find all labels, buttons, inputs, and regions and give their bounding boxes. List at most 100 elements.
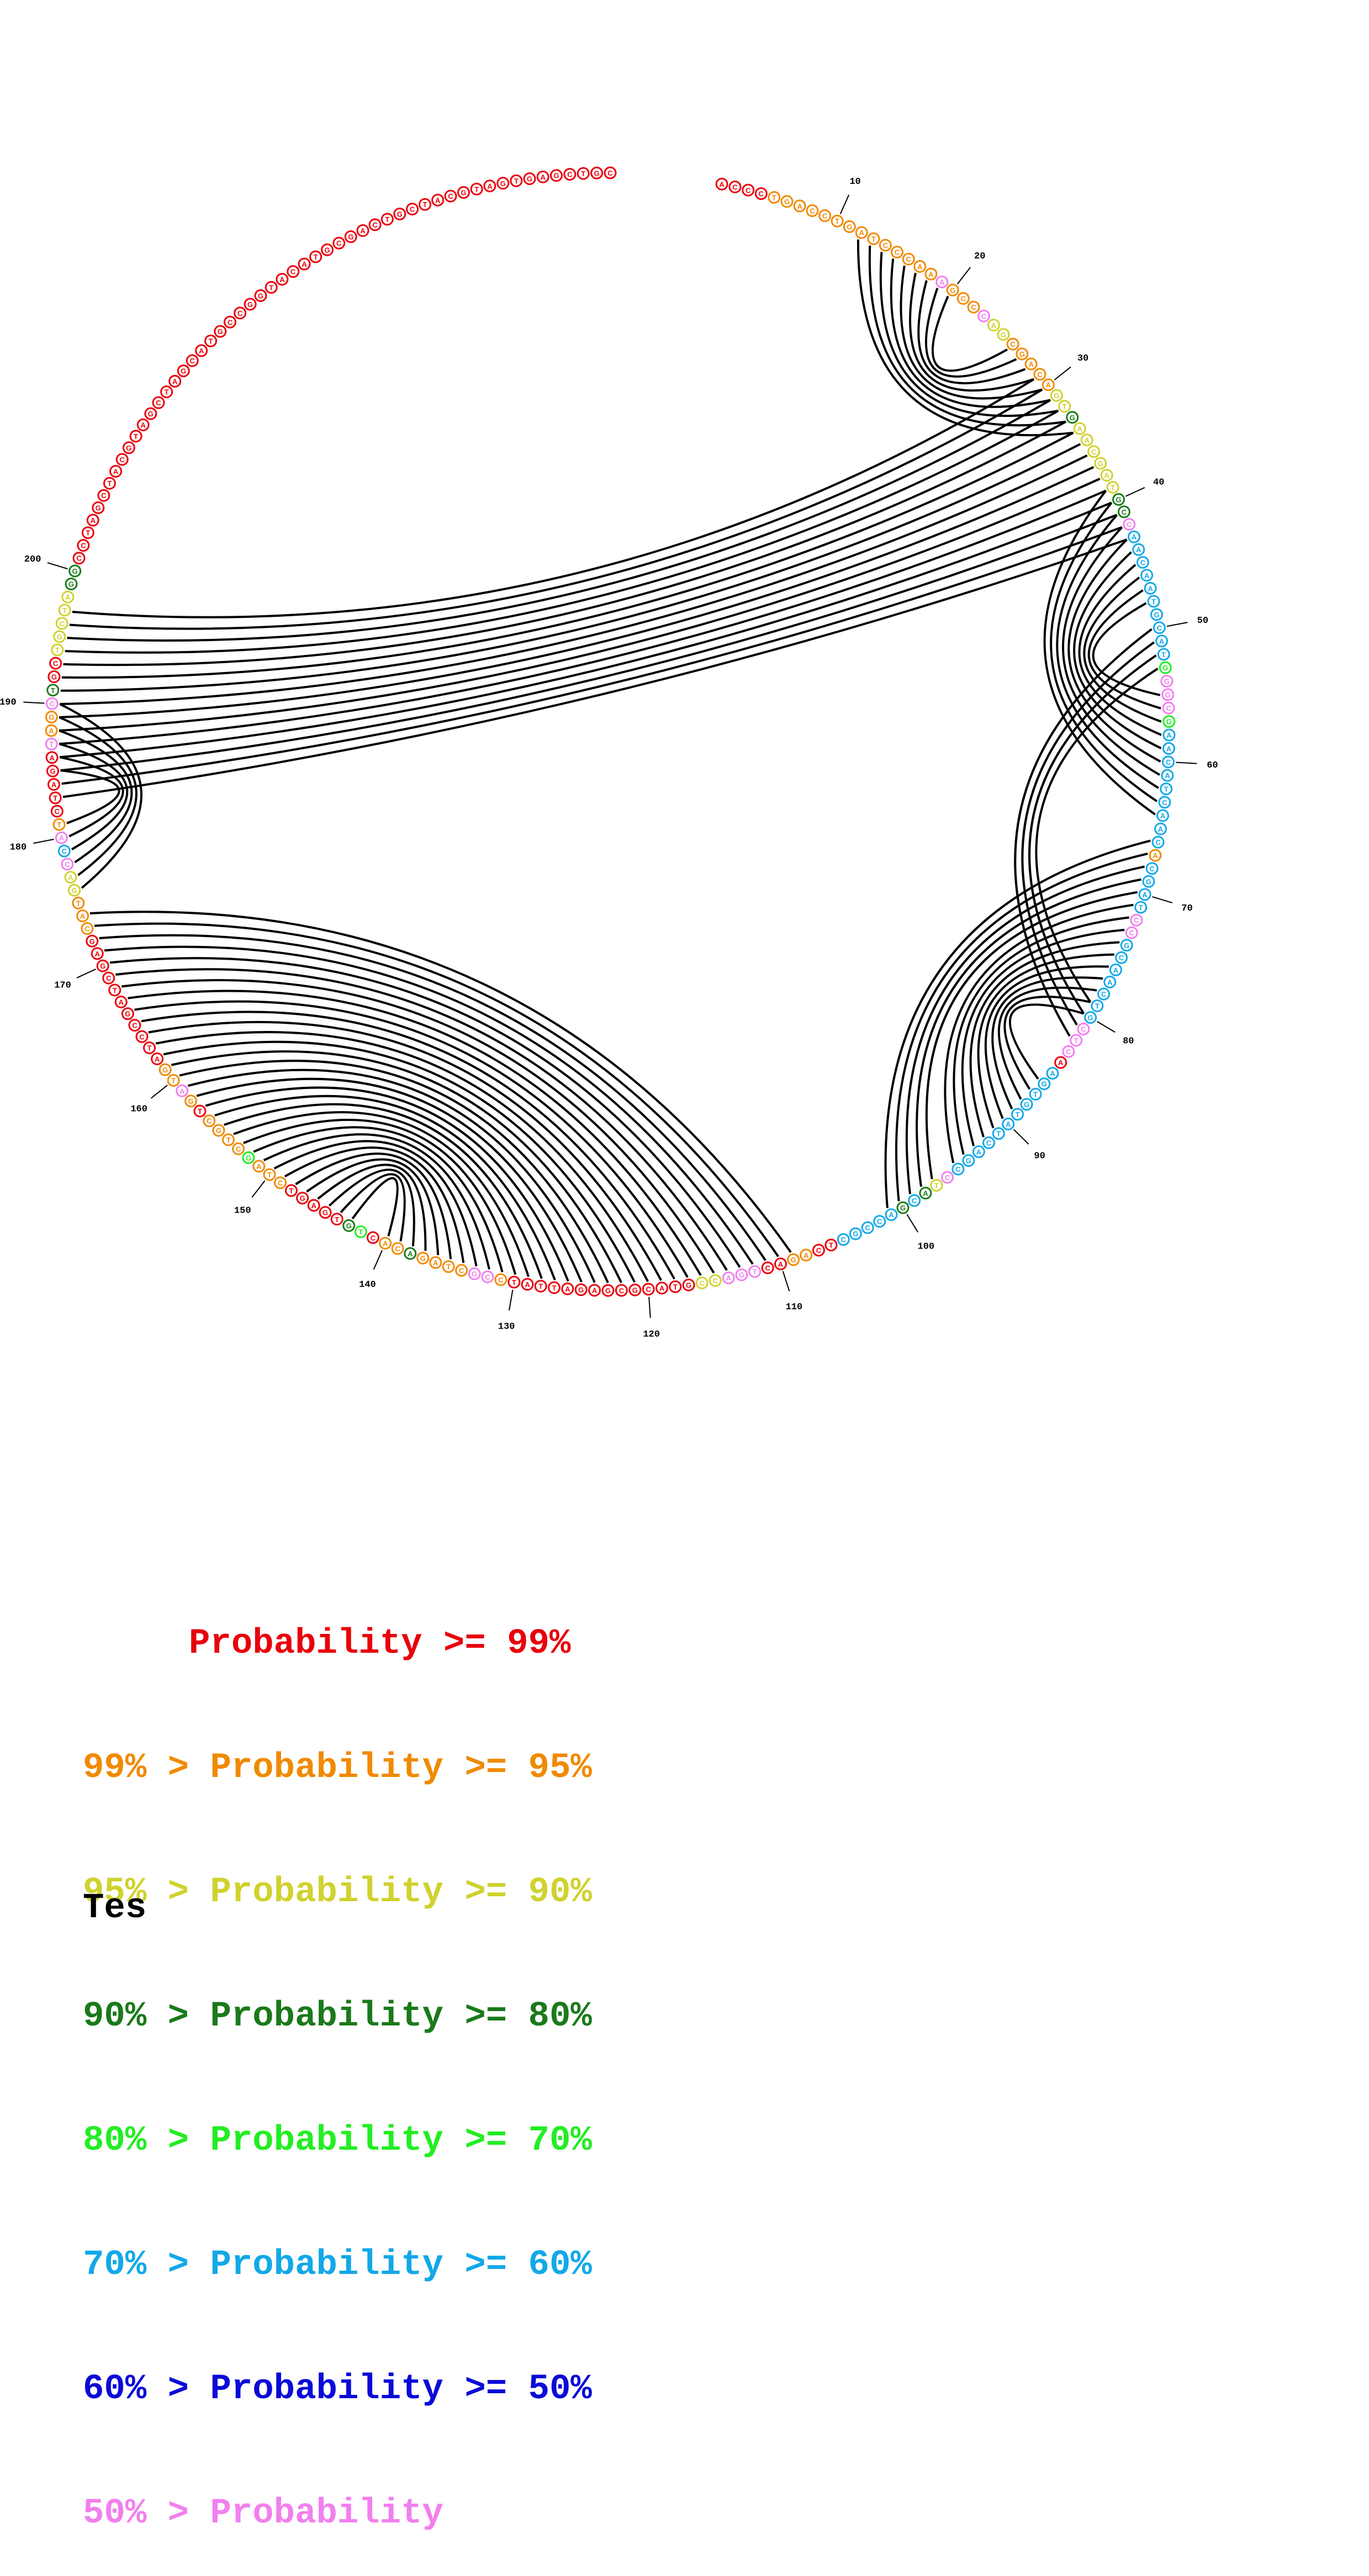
svg-text:C: C (746, 186, 751, 194)
svg-text:A: A (1144, 572, 1150, 580)
nucleotide: C (1097, 987, 1111, 1001)
pairing-arc (1043, 490, 1156, 816)
legend-line: 95% > Probability >= 90% (83, 1873, 592, 1912)
svg-text:C: C (971, 303, 976, 311)
svg-text:C: C (816, 1246, 822, 1255)
svg-text:A: A (279, 276, 285, 284)
nucleotide: T (1058, 400, 1071, 413)
position-tick (906, 1214, 919, 1233)
pairing-arc (224, 1103, 543, 1279)
pairing-arc (72, 378, 1035, 618)
nucleotide: C (391, 1242, 404, 1255)
legend-line: 60% > Probability >= 50% (83, 2369, 592, 2409)
svg-text:T: T (474, 185, 479, 193)
pairing-arc (1050, 502, 1158, 802)
svg-text:G: G (216, 1126, 221, 1135)
position-tick (1152, 896, 1173, 903)
svg-text:A: A (1006, 1120, 1011, 1129)
nucleotide: C (274, 1176, 287, 1189)
position-label: 60 (1207, 760, 1218, 771)
nucleotide: C (967, 300, 980, 314)
nucleotide: G (457, 186, 470, 199)
nucleotide: T (1147, 595, 1160, 608)
legend-line: Probability >= 99% (83, 1624, 571, 1664)
nucleotide: C (1136, 556, 1149, 569)
svg-text:C: C (84, 925, 90, 933)
nucleotide: G (997, 328, 1010, 341)
nucleotide: A (45, 751, 59, 764)
nucleotide: A (588, 1284, 601, 1297)
svg-text:A: A (939, 278, 945, 287)
svg-text:T: T (1111, 483, 1115, 491)
position-tick (150, 1085, 168, 1099)
svg-text:T: T (62, 606, 67, 615)
nucleotide: G (46, 764, 60, 777)
svg-text:T: T (147, 1044, 152, 1052)
nucleotide: T (768, 191, 781, 204)
nucleotide: A (800, 1249, 813, 1262)
nucleotide: C (837, 1233, 850, 1246)
position-tick (23, 701, 45, 704)
svg-text:A: A (1166, 731, 1172, 739)
svg-text:A: A (1085, 436, 1090, 445)
pairing-arc (59, 716, 138, 876)
svg-text:C: C (1122, 508, 1127, 516)
svg-text:A: A (1153, 851, 1158, 860)
nucleotide: C (444, 189, 457, 203)
pairing-arc (187, 1069, 596, 1283)
nucleotide: A (176, 1084, 189, 1097)
position-label: 130 (498, 1322, 515, 1332)
nucleotide: G (244, 298, 257, 311)
svg-text:A: A (889, 1211, 894, 1219)
pairing-arc (969, 941, 1120, 1138)
svg-text:T: T (512, 1278, 516, 1287)
svg-text:A: A (1166, 744, 1172, 753)
svg-text:C: C (877, 1218, 882, 1226)
svg-text:T: T (51, 686, 55, 695)
svg-text:C: C (156, 399, 161, 407)
svg-text:C: C (1037, 371, 1043, 379)
pairing-arc (924, 288, 1017, 378)
pairing-arc (900, 265, 1043, 400)
svg-text:T: T (581, 170, 585, 178)
svg-text:A: A (80, 912, 86, 921)
pairing-arc (59, 466, 1095, 718)
nucleotide: C (57, 844, 71, 858)
nucleotide: T (143, 1041, 156, 1055)
svg-text:A: A (256, 1162, 262, 1171)
nucleotide: T (992, 1127, 1005, 1140)
nucleotide: T (1157, 648, 1170, 661)
pairing-arc (115, 968, 728, 1271)
svg-text:C: C (986, 1139, 992, 1147)
nucleotide: C (366, 1231, 379, 1244)
position-tick (648, 1297, 651, 1318)
svg-text:T: T (1161, 650, 1166, 659)
position-tick (1176, 761, 1197, 764)
svg-text:T: T (1151, 597, 1156, 606)
svg-text:G: G (258, 292, 263, 300)
nucleotide: T (58, 604, 71, 617)
position-label: 110 (786, 1302, 803, 1313)
svg-text:A: A (778, 1260, 784, 1268)
svg-text:G: G (594, 169, 600, 177)
nucleotide: T (1160, 782, 1173, 796)
nucleotide: C (952, 1162, 965, 1176)
nucleotide-ring: A C C C T GACCTGATCCCAAAGCCCAGCGACAGTGAACGATG… (45, 166, 1176, 1297)
nucleotide: G (1084, 1011, 1097, 1024)
svg-text:T: T (171, 1076, 176, 1085)
nucleotide: T (1091, 999, 1104, 1013)
svg-text:G: G (1162, 664, 1168, 672)
nucleotide: A (1162, 728, 1176, 742)
nucleotide: T (52, 818, 66, 831)
nucleotide: G (468, 1267, 481, 1281)
svg-text:C: C (906, 255, 912, 263)
nucleotide: A (168, 374, 182, 388)
nucleotide: G (896, 1201, 910, 1214)
nucleotide: C (806, 204, 819, 217)
svg-text:C: C (607, 169, 613, 177)
nucleotide: A (774, 1257, 787, 1271)
nucleotide: G (1038, 1077, 1051, 1091)
nucleotide: C (615, 1284, 628, 1297)
svg-text:T: T (57, 821, 61, 829)
nucleotide: G (735, 1268, 748, 1282)
